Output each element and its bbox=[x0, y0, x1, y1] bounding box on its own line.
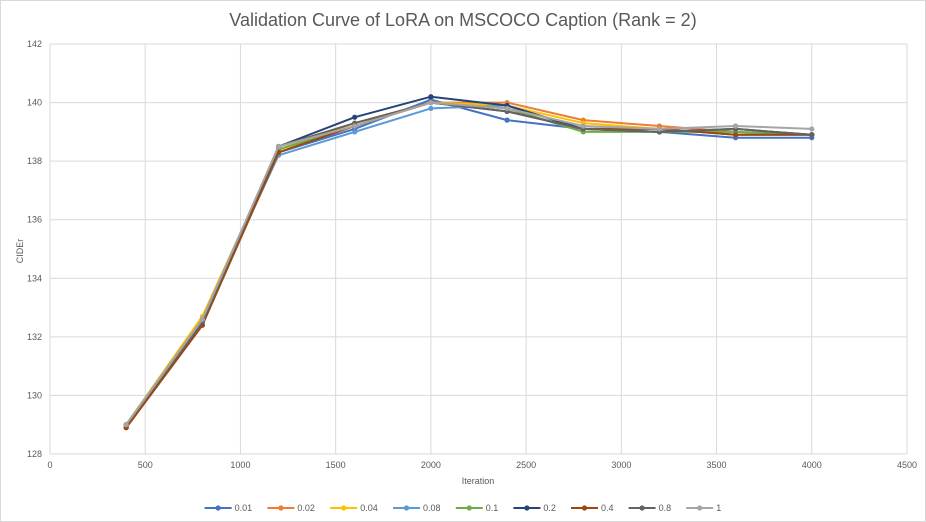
legend-item-0.04: 0.04 bbox=[330, 503, 378, 513]
legend-label: 0.02 bbox=[297, 503, 315, 513]
legend-label: 0.2 bbox=[543, 503, 556, 513]
y-tick-label: 138 bbox=[27, 156, 42, 166]
data-point bbox=[352, 114, 358, 120]
x-tick-label: 4500 bbox=[897, 460, 917, 470]
data-point bbox=[504, 117, 510, 123]
y-tick-label: 132 bbox=[27, 332, 42, 342]
data-point bbox=[733, 132, 739, 138]
x-tick-label: 3500 bbox=[707, 460, 727, 470]
legend-label: 0.4 bbox=[601, 503, 614, 513]
series-1 bbox=[123, 99, 815, 428]
x-tick-label: 3000 bbox=[611, 460, 631, 470]
data-point bbox=[199, 316, 205, 322]
data-point bbox=[580, 123, 586, 129]
legend-label: 0.01 bbox=[235, 503, 253, 513]
y-tick-label: 140 bbox=[27, 98, 42, 108]
legend-item-0.01: 0.01 bbox=[204, 503, 253, 513]
y-axis-title: CIDEr bbox=[15, 239, 25, 264]
data-point bbox=[809, 132, 815, 138]
x-tick-label: 1500 bbox=[326, 460, 346, 470]
legend-swatch-marker bbox=[278, 505, 284, 511]
legend-item-0.1: 0.1 bbox=[455, 503, 499, 513]
legend-label: 0.08 bbox=[423, 503, 441, 513]
grid bbox=[49, 43, 908, 455]
data-point bbox=[352, 123, 358, 129]
axes: 128 130 132 134 136 138 140 142 0 500 1000 1500 2000… bbox=[27, 39, 917, 470]
legend-swatch-marker bbox=[524, 505, 530, 511]
legend-swatch-marker bbox=[341, 505, 347, 511]
legend-label: 0.04 bbox=[360, 503, 378, 513]
legend-swatch-marker bbox=[697, 505, 703, 511]
x-axis-title: Iteration bbox=[462, 476, 495, 486]
series-line bbox=[125, 101, 812, 429]
data-point bbox=[504, 105, 510, 112]
chart-title: Validation Curve of LoRA on MSCOCO Capti… bbox=[229, 10, 696, 30]
legend-swatch-marker bbox=[215, 505, 221, 511]
y-tick-label: 136 bbox=[27, 215, 42, 225]
legend-item-0.02: 0.02 bbox=[267, 503, 315, 513]
data-point bbox=[352, 129, 358, 135]
data-point bbox=[428, 94, 434, 100]
legend-item-0.4: 0.4 bbox=[571, 503, 614, 513]
data-point bbox=[123, 422, 129, 428]
data-point bbox=[656, 126, 663, 132]
legend-swatch-marker bbox=[403, 505, 410, 511]
series-group bbox=[123, 94, 815, 431]
x-tick-label: 500 bbox=[138, 460, 153, 470]
y-tick-label: 128 bbox=[27, 449, 42, 459]
data-point bbox=[733, 123, 739, 129]
legend-item-0.8: 0.8 bbox=[628, 503, 672, 513]
x-tick-label: 2500 bbox=[516, 460, 536, 470]
y-tick-label: 134 bbox=[27, 273, 42, 283]
legend-item-1: 1 bbox=[686, 503, 721, 513]
data-point bbox=[275, 143, 282, 150]
y-tick-label: 142 bbox=[27, 39, 42, 49]
y-tick-label: 130 bbox=[27, 390, 42, 400]
x-tick-label: 4000 bbox=[802, 460, 822, 470]
legend-item-0.08: 0.08 bbox=[393, 503, 441, 513]
legend-label: 0.1 bbox=[486, 503, 499, 513]
legend-item-0.2: 0.2 bbox=[513, 503, 556, 513]
x-tick-label: 1000 bbox=[230, 460, 250, 470]
data-point bbox=[428, 99, 434, 106]
x-tick-label: 2000 bbox=[421, 460, 441, 470]
legend-swatch-marker bbox=[466, 505, 472, 511]
legend: 0.01 0.02 0.04 0.08 0.1 0.2 0.4 0.8 1 bbox=[204, 503, 721, 513]
series-line bbox=[125, 101, 812, 426]
legend-swatch-marker bbox=[581, 505, 588, 511]
x-tick-label: 0 bbox=[47, 460, 52, 470]
legend-label: 1 bbox=[716, 503, 721, 513]
legend-swatch-marker bbox=[639, 505, 645, 511]
legend-label: 0.8 bbox=[659, 503, 672, 513]
data-point bbox=[428, 105, 434, 112]
data-point bbox=[809, 126, 815, 132]
